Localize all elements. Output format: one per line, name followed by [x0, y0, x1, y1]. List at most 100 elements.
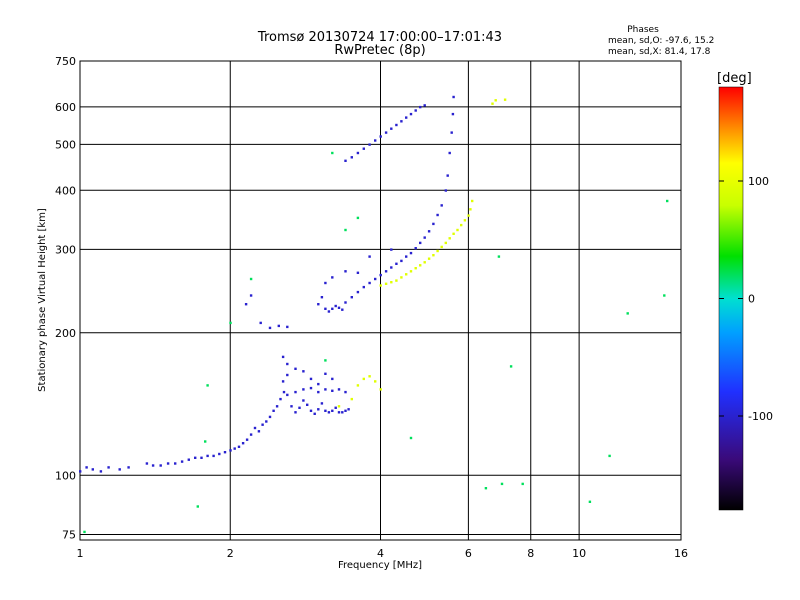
- data-point: [317, 390, 320, 394]
- data-point: [145, 462, 149, 465]
- data-point: [279, 397, 282, 401]
- data-point: [460, 223, 463, 227]
- data-point: [663, 294, 666, 297]
- data-points: [79, 95, 669, 534]
- data-point: [444, 189, 447, 192]
- data-point: [233, 447, 236, 450]
- data-point: [286, 362, 289, 366]
- data-point: [344, 270, 347, 273]
- y-tick-label: 600: [55, 101, 76, 114]
- data-point: [521, 482, 524, 486]
- data-point: [268, 415, 272, 419]
- data-point: [107, 466, 110, 469]
- data-point: [302, 370, 305, 373]
- data-point: [206, 454, 209, 458]
- data-point: [409, 436, 413, 440]
- y-tick-label: 500: [55, 138, 76, 151]
- data-point: [509, 365, 513, 368]
- data-point: [127, 466, 130, 469]
- data-point: [450, 131, 453, 134]
- chart-title: Tromsø 20130724 17:00:00–17:01:43: [257, 30, 502, 45]
- data-point: [99, 470, 103, 473]
- data-point: [159, 464, 162, 467]
- data-point: [409, 251, 413, 255]
- data-point: [337, 388, 341, 391]
- data-point: [286, 325, 289, 329]
- data-point: [331, 377, 334, 381]
- data-point: [344, 409, 347, 412]
- chart-subtitle: RwPretec (8p): [334, 43, 425, 58]
- y-axis-label: Stationary phase Virtual Height [km]: [37, 208, 48, 392]
- phases-line-o: mean, sd,O: -97.6, 15.2: [608, 36, 714, 46]
- data-point: [368, 143, 371, 146]
- data-point: [302, 388, 305, 391]
- data-point: [500, 482, 504, 486]
- data-point: [448, 237, 451, 240]
- data-point: [423, 236, 426, 239]
- data-point: [237, 445, 241, 448]
- data-point: [436, 249, 439, 253]
- colorbar-tick-label: -100: [748, 410, 773, 423]
- data-point: [436, 213, 439, 217]
- data-point: [395, 123, 398, 127]
- grid: [80, 61, 681, 540]
- data-point: [379, 135, 382, 138]
- data-point: [337, 306, 341, 309]
- data-point: [467, 214, 470, 217]
- data-point: [331, 409, 334, 412]
- axis-ticks: 1 2 4 6 8 10 16 75 100 200 300 400 500 600 750: [55, 55, 688, 560]
- data-point: [374, 277, 377, 281]
- y-tick-label: 400: [55, 184, 76, 197]
- data-point: [204, 440, 207, 443]
- data-point: [249, 433, 253, 436]
- data-point: [265, 420, 268, 423]
- data-point: [356, 384, 360, 387]
- data-point: [419, 264, 422, 267]
- data-point: [444, 241, 447, 245]
- data-point: [257, 430, 261, 433]
- data-point: [405, 273, 408, 276]
- data-point: [390, 266, 393, 269]
- y-tick-label: 75: [62, 528, 76, 541]
- data-point: [356, 151, 360, 155]
- data-point: [320, 296, 324, 299]
- data-point: [268, 326, 272, 330]
- data-point: [384, 131, 388, 134]
- x-axis-label: Frequency [MHz]: [338, 560, 422, 571]
- data-point: [294, 411, 297, 414]
- y-tick-label: 200: [55, 327, 76, 340]
- data-point: [294, 390, 297, 394]
- data-point: [194, 456, 197, 459]
- data-point: [414, 109, 417, 112]
- data-point: [344, 390, 347, 394]
- data-point: [294, 367, 297, 370]
- data-point: [347, 408, 350, 411]
- data-point: [281, 355, 285, 359]
- colorbar-tick-label: 100: [748, 175, 769, 188]
- data-point: [356, 290, 360, 294]
- data-point: [491, 102, 494, 105]
- data-point: [368, 281, 371, 285]
- x-tick-label: 2: [227, 547, 234, 560]
- data-point: [223, 451, 227, 454]
- data-point: [456, 228, 459, 232]
- data-point: [400, 276, 403, 279]
- data-point: [317, 382, 320, 386]
- data-point: [341, 411, 344, 414]
- y-tick-label: 100: [55, 469, 76, 482]
- data-point: [212, 454, 215, 458]
- data-point: [282, 390, 286, 394]
- data-point: [390, 248, 393, 251]
- data-point: [419, 105, 422, 109]
- data-point: [384, 270, 388, 273]
- data-point: [337, 411, 341, 414]
- data-point: [423, 261, 426, 264]
- data-point: [241, 442, 245, 445]
- data-point: [253, 426, 257, 430]
- data-point: [218, 452, 221, 456]
- data-point: [317, 303, 320, 306]
- data-point: [334, 406, 337, 409]
- data-point: [272, 409, 275, 412]
- data-point: [85, 466, 88, 469]
